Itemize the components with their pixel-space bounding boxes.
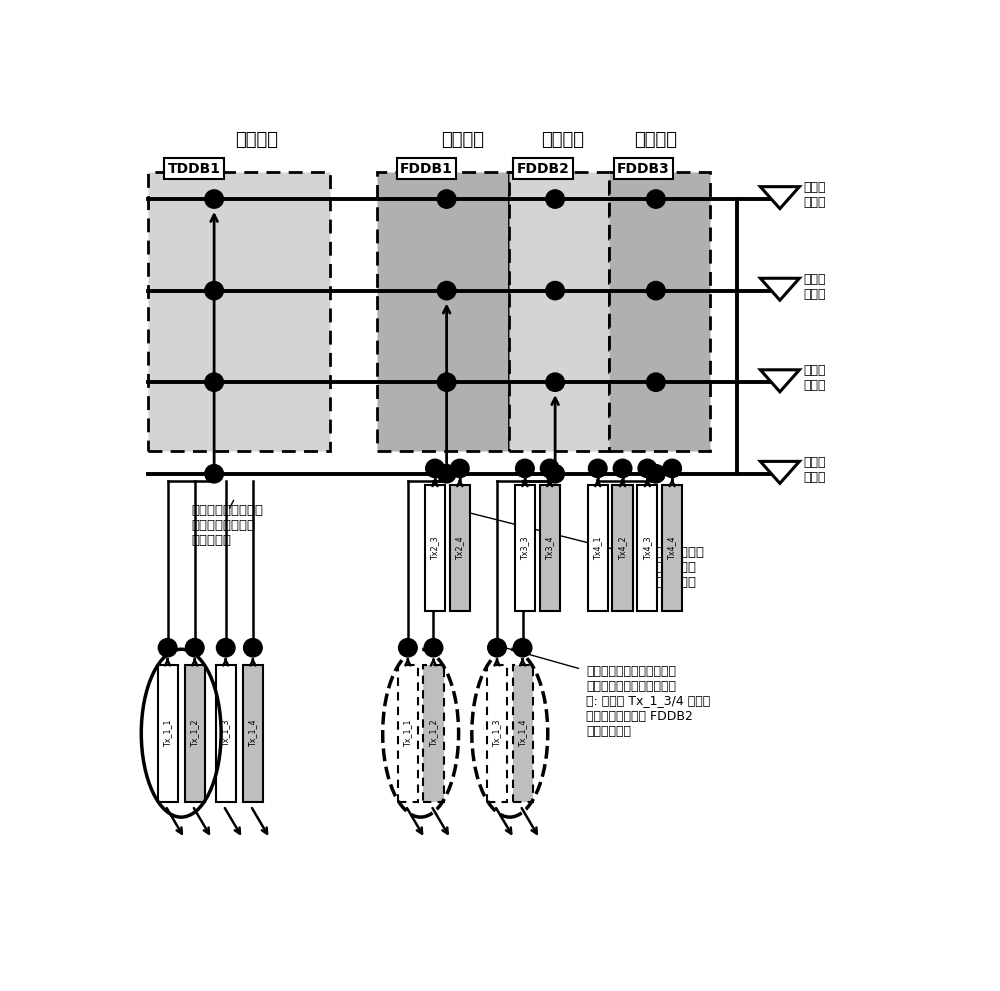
Circle shape [450,459,469,478]
Circle shape [588,459,607,478]
Circle shape [647,190,665,208]
Circle shape [437,281,456,299]
Circle shape [546,465,564,483]
Text: Tx3_3: Tx3_3 [520,536,529,560]
Text: Tx4_1: Tx4_1 [593,536,602,560]
Circle shape [546,281,564,299]
Circle shape [244,638,262,657]
Bar [158,665,178,802]
Bar [377,172,509,451]
Bar [509,172,609,451]
Text: 第三天
线单元: 第三天 线单元 [804,365,826,392]
Text: Tx_1_4: Tx_1_4 [248,719,257,747]
Text: Tx4_3: Tx4_3 [643,536,652,560]
Circle shape [516,459,534,478]
Text: Tx_1_1: Tx_1_1 [163,719,172,747]
Polygon shape [760,278,799,300]
Circle shape [647,281,665,299]
Text: Tx3_4: Tx3_4 [545,536,554,560]
Circle shape [158,638,177,657]
Bar [588,486,608,611]
Bar [662,486,682,611]
Text: Tx_1_2: Tx_1_2 [190,719,199,747]
Bar [398,665,418,802]
Bar [185,665,205,802]
Circle shape [205,190,223,208]
Text: 第一天
线单元: 第一天 线单元 [804,181,826,209]
Bar [487,665,507,802]
Bar [148,172,330,451]
Bar [515,486,535,611]
Circle shape [216,638,235,657]
Text: Tx_1_4: Tx_1_4 [518,719,527,747]
Bar [216,665,236,802]
Circle shape [205,373,223,391]
Circle shape [424,638,443,657]
Circle shape [205,465,223,483]
Circle shape [426,459,444,478]
Circle shape [205,281,223,299]
Bar [423,665,444,802]
Polygon shape [760,370,799,391]
Text: Tx_1_1: Tx_1_1 [403,719,412,747]
Circle shape [613,459,632,478]
Circle shape [638,459,657,478]
Bar [512,665,533,802]
Text: Tx_1_3: Tx_1_3 [221,719,230,747]
Text: FDDB1: FDDB1 [400,162,453,175]
Text: Tx4_2: Tx4_2 [618,536,627,560]
Bar [609,172,710,451]
Text: Tx4_4: Tx4_4 [668,536,677,560]
Text: 第二时间区间内，第一组发
射通道驻留在第二频带。注
释: 此时将 Tx_1_3/4 最为第
一组发射通道，将 FDDB2
作为第二频带: 第二时间区间内，第一组发 射通道驻留在第二频带。注 释: 此时将 Tx_1_3/… [586,665,710,737]
Text: 第二天
线单元: 第二天 线单元 [804,273,826,301]
Text: 第一频带: 第一频带 [235,131,278,150]
Circle shape [540,459,559,478]
Text: 第二频带: 第二频带 [441,131,484,150]
Circle shape [437,190,456,208]
Text: 第一时间区间内，第
一组发射通道驻留
在第一频带: 第一时间区间内，第 一组发射通道驻留 在第一频带 [191,504,263,547]
Bar [612,486,633,611]
Text: Tx2_4: Tx2_4 [455,536,464,560]
Circle shape [488,638,506,657]
Text: FDDB3: FDDB3 [617,162,670,175]
Polygon shape [760,462,799,484]
Text: TDDB1: TDDB1 [168,162,221,175]
Circle shape [546,190,564,208]
Circle shape [513,638,532,657]
Circle shape [647,373,665,391]
Circle shape [437,373,456,391]
Circle shape [185,638,204,657]
Bar [540,486,560,611]
Circle shape [437,465,456,483]
Bar [425,486,445,611]
Polygon shape [760,186,799,209]
Circle shape [647,465,665,483]
Text: 第二时间区间内，
第一组发射通道
驻留在第二频带: 第二时间区间内， 第一组发射通道 驻留在第二频带 [640,546,704,590]
Text: Tx2_3: Tx2_3 [430,536,440,560]
Bar [243,665,263,802]
Circle shape [546,373,564,391]
Text: Tx_1_3: Tx_1_3 [492,719,502,747]
Circle shape [663,459,681,478]
Text: 第四天
线单元: 第四天 线单元 [804,456,826,484]
Circle shape [399,638,417,657]
Text: 第四频带: 第四频带 [634,131,677,150]
Bar [637,486,657,611]
Text: Tx_1_2: Tx_1_2 [429,719,438,747]
Text: FDDB2: FDDB2 [516,162,569,175]
Text: 第三频带: 第三频带 [541,131,584,150]
Bar [450,486,470,611]
